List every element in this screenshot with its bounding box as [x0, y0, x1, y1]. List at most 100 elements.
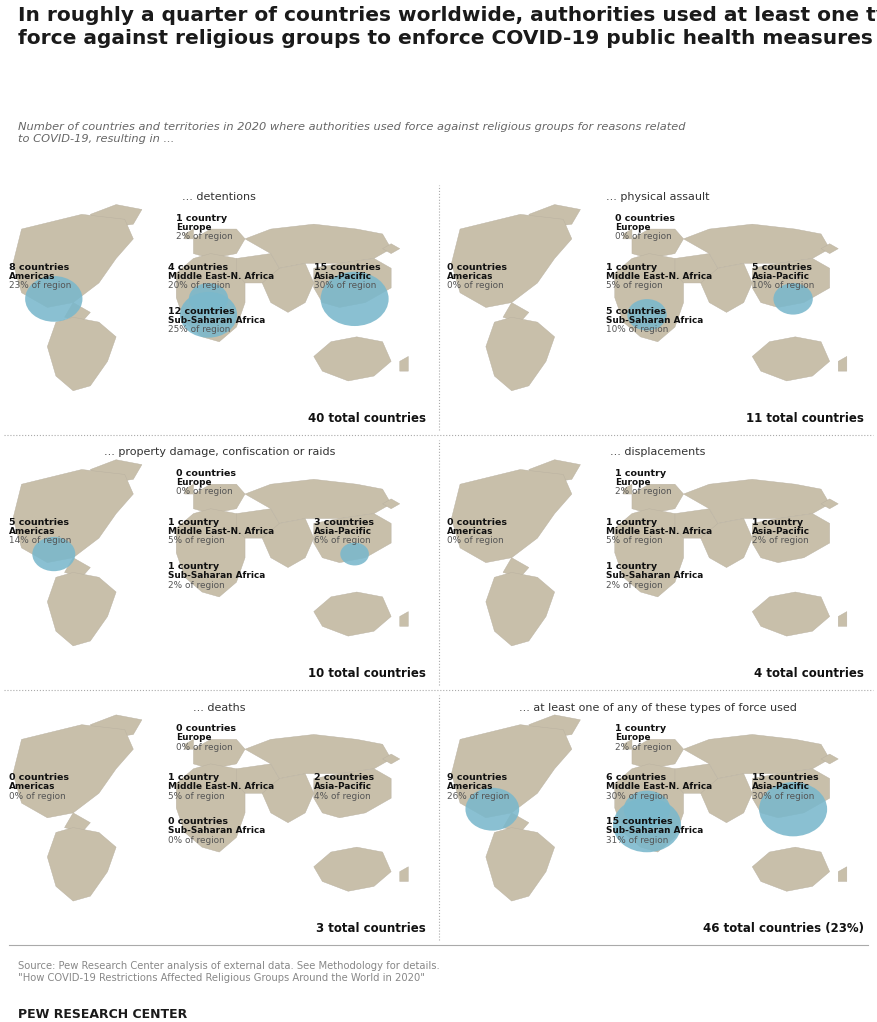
Ellipse shape: [189, 283, 228, 315]
Text: Middle East-N. Africa: Middle East-N. Africa: [168, 272, 274, 281]
Polygon shape: [262, 774, 314, 823]
Ellipse shape: [759, 782, 827, 836]
Polygon shape: [90, 460, 142, 484]
Text: 1 country: 1 country: [606, 562, 657, 571]
Text: 4 countries: 4 countries: [168, 263, 228, 272]
Polygon shape: [752, 592, 830, 636]
Polygon shape: [683, 479, 830, 523]
Polygon shape: [237, 763, 280, 793]
Text: ... property damage, confiscation or raids: ... property damage, confiscation or rai…: [103, 448, 335, 458]
Text: Sub-Saharan Africa: Sub-Saharan Africa: [168, 316, 265, 325]
Polygon shape: [185, 484, 194, 494]
Polygon shape: [752, 847, 830, 891]
Text: Middle East-N. Africa: Middle East-N. Africa: [606, 272, 712, 281]
Text: Asia-Pacific: Asia-Pacific: [752, 272, 810, 281]
Polygon shape: [47, 317, 116, 390]
Polygon shape: [176, 509, 245, 597]
Text: 2% of region: 2% of region: [176, 232, 233, 241]
Polygon shape: [245, 735, 391, 779]
Text: 1 country: 1 country: [606, 518, 657, 527]
Text: 9 countries: 9 countries: [447, 774, 507, 782]
Polygon shape: [382, 499, 400, 509]
Text: 1 country: 1 country: [615, 725, 666, 733]
Text: Europe: Europe: [176, 478, 211, 487]
Text: 0% of region: 0% of region: [447, 537, 504, 546]
Polygon shape: [245, 479, 391, 523]
Text: Sub-Saharan Africa: Sub-Saharan Africa: [606, 571, 703, 580]
Text: 1 country: 1 country: [168, 774, 218, 782]
Text: 5% of region: 5% of region: [606, 281, 663, 290]
Polygon shape: [675, 763, 718, 793]
Polygon shape: [683, 224, 830, 268]
Text: Sub-Saharan Africa: Sub-Saharan Africa: [606, 316, 703, 325]
Text: 5 countries: 5 countries: [752, 263, 812, 272]
Polygon shape: [262, 518, 314, 567]
Text: 3 countries: 3 countries: [314, 518, 374, 527]
Text: 5% of region: 5% of region: [168, 792, 225, 800]
Polygon shape: [503, 812, 529, 833]
Text: 40 total countries: 40 total countries: [308, 412, 425, 425]
Text: Source: Pew Research Center analysis of external data. See Methodology for detai: Source: Pew Research Center analysis of …: [18, 961, 439, 983]
Polygon shape: [185, 229, 194, 239]
Text: 31% of region: 31% of region: [606, 836, 668, 845]
Text: 26% of region: 26% of region: [447, 792, 510, 800]
Polygon shape: [838, 867, 847, 881]
Text: 10% of region: 10% of region: [752, 281, 815, 290]
Polygon shape: [624, 484, 632, 494]
Text: Middle East-N. Africa: Middle East-N. Africa: [168, 527, 274, 537]
Polygon shape: [400, 867, 409, 881]
Polygon shape: [838, 357, 847, 371]
Polygon shape: [675, 253, 718, 283]
Text: 1 country: 1 country: [615, 469, 666, 478]
Text: 8 countries: 8 countries: [9, 263, 69, 272]
Text: Sub-Saharan Africa: Sub-Saharan Africa: [168, 827, 265, 835]
Ellipse shape: [32, 537, 75, 571]
Text: ... physical assault: ... physical assault: [606, 192, 709, 202]
Text: 5% of region: 5% of region: [606, 537, 663, 546]
Polygon shape: [452, 215, 572, 308]
Text: 2% of region: 2% of region: [606, 580, 663, 590]
Polygon shape: [632, 484, 683, 514]
Text: 0% of region: 0% of region: [615, 232, 672, 241]
Polygon shape: [675, 509, 718, 539]
Text: 4% of region: 4% of region: [314, 792, 371, 800]
Text: 46 total countries (23%): 46 total countries (23%): [703, 922, 864, 935]
Polygon shape: [486, 572, 554, 646]
Text: ... detentions: ... detentions: [182, 192, 256, 202]
Polygon shape: [615, 763, 683, 852]
Polygon shape: [701, 518, 752, 567]
Polygon shape: [47, 828, 116, 901]
Text: Americas: Americas: [447, 782, 494, 791]
Text: ... at least one of any of these types of force used: ... at least one of any of these types o…: [519, 703, 796, 712]
Polygon shape: [632, 229, 683, 259]
Polygon shape: [314, 592, 391, 636]
Polygon shape: [486, 317, 554, 390]
Text: 11 total countries: 11 total countries: [746, 412, 864, 425]
Polygon shape: [400, 357, 409, 371]
Polygon shape: [632, 739, 683, 769]
Polygon shape: [176, 253, 245, 341]
Text: ... deaths: ... deaths: [193, 703, 246, 712]
Polygon shape: [314, 847, 391, 891]
Text: 30% of region: 30% of region: [606, 792, 668, 800]
Polygon shape: [176, 763, 245, 852]
Text: Sub-Saharan Africa: Sub-Saharan Africa: [168, 571, 265, 580]
Polygon shape: [486, 828, 554, 901]
Polygon shape: [838, 611, 847, 626]
Text: Europe: Europe: [615, 734, 650, 742]
Text: Asia-Pacific: Asia-Pacific: [314, 272, 372, 281]
Ellipse shape: [774, 283, 813, 315]
Polygon shape: [382, 244, 400, 253]
Polygon shape: [452, 725, 572, 818]
Text: 0 countries: 0 countries: [447, 518, 507, 527]
Text: 5 countries: 5 countries: [606, 307, 667, 316]
Text: 30% of region: 30% of region: [752, 792, 815, 800]
Polygon shape: [821, 754, 838, 763]
Text: 1 country: 1 country: [168, 562, 218, 571]
Text: 23% of region: 23% of region: [9, 281, 71, 290]
Text: 15 countries: 15 countries: [606, 818, 673, 827]
Polygon shape: [194, 739, 245, 769]
Text: 12 countries: 12 countries: [168, 307, 234, 316]
Polygon shape: [701, 264, 752, 313]
Polygon shape: [529, 715, 581, 739]
